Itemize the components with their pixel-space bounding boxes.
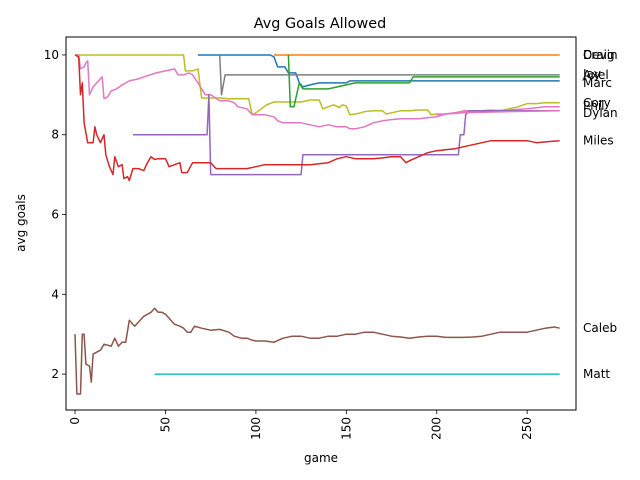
series-end-label: Phil [583,99,605,113]
series-end-label: Caleb [583,321,617,335]
x-tick-label: 150 [339,417,353,440]
x-tick-label: 50 [158,417,172,432]
series-line-dylan [436,110,560,116]
y-tick-label: 10 [44,48,59,62]
series-end-label: Dylan [583,106,618,120]
x-tick-label: 0 [68,417,82,425]
series-line-cory [75,54,560,130]
y-tick-label: 4 [51,287,59,301]
y-tick-label: 2 [51,367,59,381]
series-end-label: Cory [583,96,611,110]
y-tick-label: 6 [51,208,59,222]
series-end-label: Jay [582,67,601,81]
x-tick-label: 100 [249,417,263,440]
y-tick-label: 8 [51,128,59,142]
y-axis: 2 4 6 8 10 [44,48,66,381]
series-end-label: Marc [583,76,612,90]
series-end-label: Miles [583,134,614,148]
series-end-label: Matt [583,367,610,381]
x-tick-label: 250 [520,417,534,440]
series-line-miles [74,54,560,182]
series-line-jay [198,54,560,88]
series-end-label: Axel [583,68,609,82]
x-axis: 0 50 100 150 200 250 [68,410,534,440]
series-end-label: Craig [583,48,615,62]
x-axis-title: game [304,451,338,465]
chart-title: Avg Goals Allowed [254,16,386,32]
plot-area [74,54,560,395]
plot-frame [65,36,577,411]
series-line-craig [75,54,560,116]
series-line-axel [218,54,560,96]
series-line-caleb [74,307,560,395]
y-axis-title: avg goals [14,194,28,252]
series-line-marc [287,54,560,108]
series-end-label: Devin [583,48,618,62]
x-tick-label: 200 [430,417,444,440]
